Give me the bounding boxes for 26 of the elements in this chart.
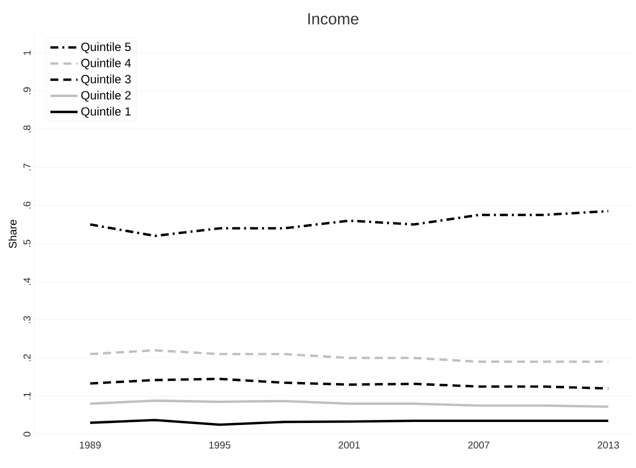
x-tick-label: 2013 [598,442,619,449]
chart-title: Income [308,13,358,24]
line-series [88,210,610,238]
y-tick-label: .6 [23,202,30,209]
y-axis-title: Share [8,220,17,248]
x-tick-label: 2007 [468,442,490,449]
x-tick-label: 2001 [338,442,360,449]
y-tick-label: .4 [24,278,30,285]
y-tick-label: .2 [24,354,30,362]
legend-label: Quintile 1 [81,106,131,118]
y-tick-label: .5 [24,240,30,247]
y-tick-label: .8 [23,125,30,132]
legend-label: Quintile 4 [81,58,131,70]
y-tick-label: .3 [23,316,30,324]
y-tick-label: 0 [23,432,30,437]
y-tick-label: 1 [24,50,30,55]
y-tick-label: .1 [24,392,30,400]
legend-label: Quintile 5 [81,42,131,54]
legend-label: Quintile 2 [81,90,131,102]
x-tick-label: 1989 [80,442,101,449]
y-tick-label: .7 [24,164,30,171]
legend-label: Quintile 3 [81,74,131,86]
line-series [88,399,610,408]
x-tick-label: 1995 [209,442,230,449]
y-tick-label: .9 [23,87,30,94]
line-series [88,378,610,390]
